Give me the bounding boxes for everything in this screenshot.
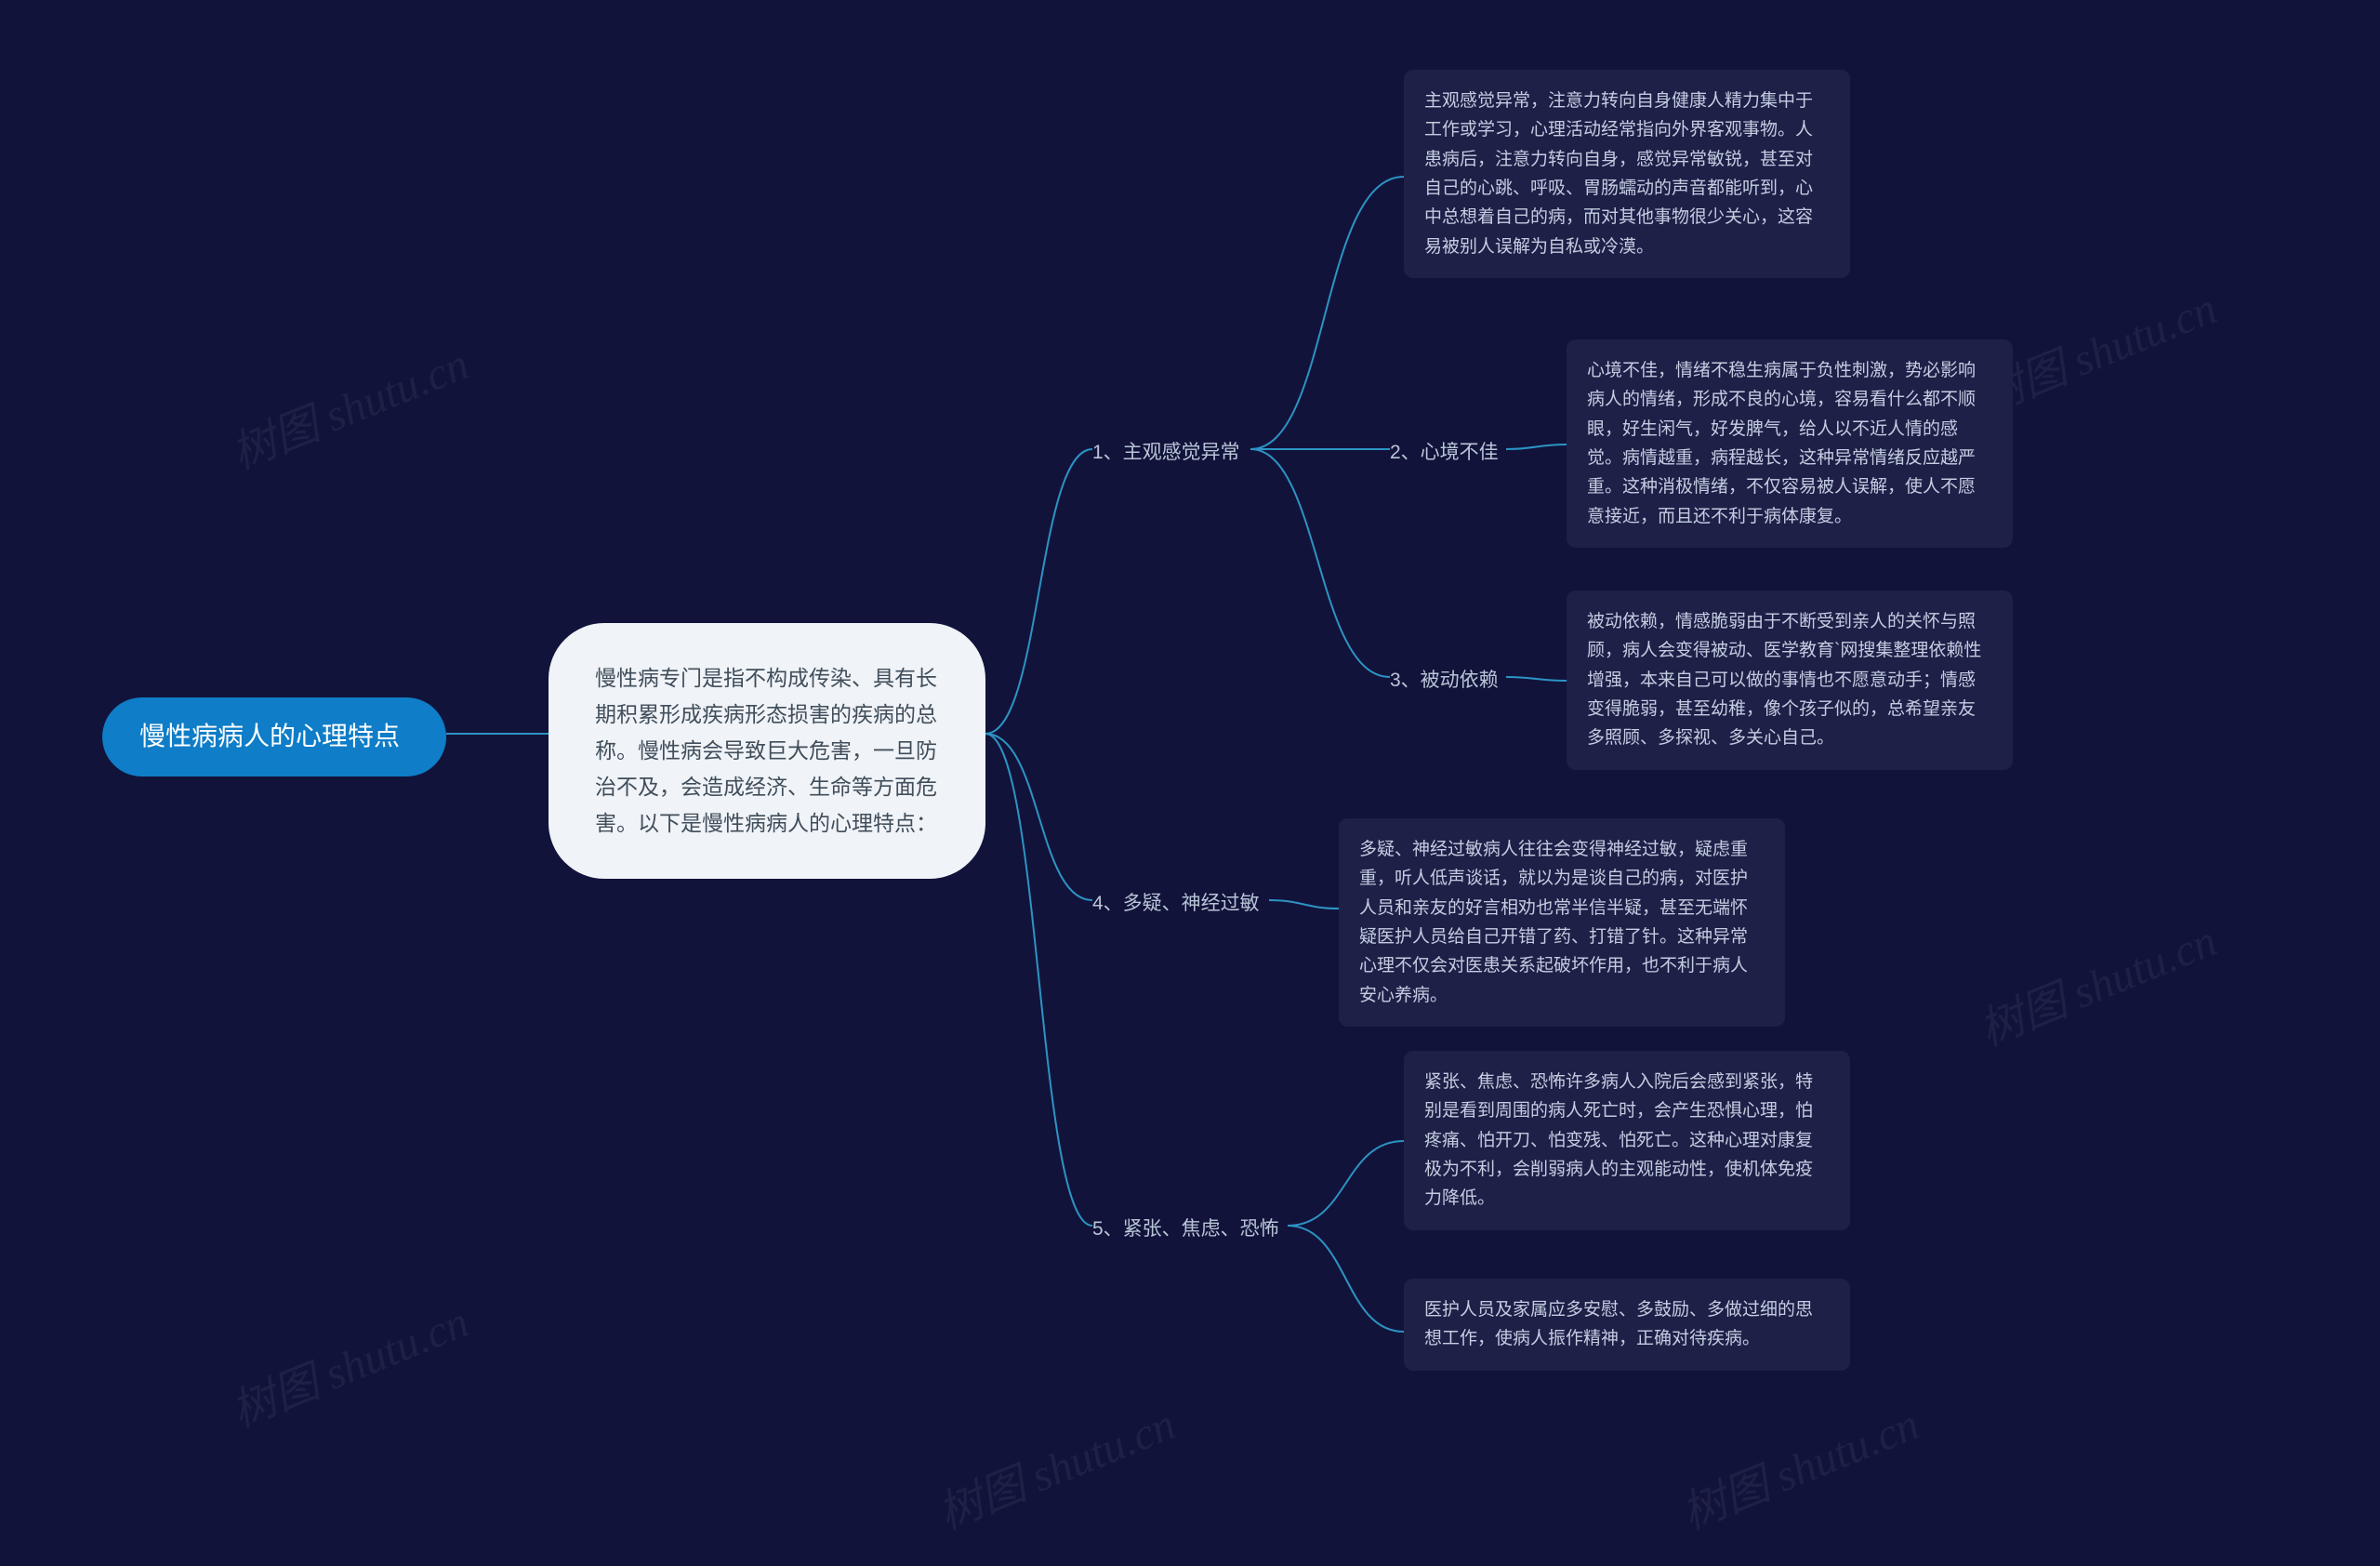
branch-4-desc[interactable]: 多疑、神经过敏病人往往会变得神经过敏，疑虑重重，听人低声谈话，就以为是谈自己的病… (1339, 818, 1785, 1027)
label-text: 2、心境不佳 (1390, 442, 1499, 463)
branch-5-child-1-desc[interactable]: 紧张、焦虑、恐怖许多病人入院后会感到紧张，特别是看到周围的病人死亡时，会产生恐惧… (1404, 1051, 1850, 1230)
intro-text: 慢性病专门是指不构成传染、具有长期积累形成疾病形态损害的疾病的总称。慢性病会导致… (595, 666, 937, 835)
watermark: 树图 shutu.cn (220, 327, 477, 482)
branch-1-label-text: 1、主观感觉异常 (1092, 442, 1240, 463)
branch-1-child-3-label[interactable]: 3、被动依赖 (1390, 665, 1499, 697)
root-text: 慢性病病人的心理特点 (139, 722, 400, 750)
label-text: 5、紧张、焦虑、恐怖 (1092, 1218, 1279, 1240)
branch-1-child-3-desc[interactable]: 被动依赖，情感脆弱由于不断受到亲人的关怀与照顾，病人会变得被动、医学教育`网搜集… (1567, 591, 2013, 770)
connector-layer (0, 0, 2380, 1566)
mindmap-root[interactable]: 慢性病病人的心理特点 (102, 697, 446, 776)
watermark: 树图 shutu.cn (1968, 904, 2225, 1058)
watermark: 树图 shutu.cn (220, 1285, 477, 1440)
mindmap-intro[interactable]: 慢性病专门是指不构成传染、具有长期积累形成疾病形态损害的疾病的总称。慢性病会导致… (549, 623, 985, 879)
desc-text: 医护人员及家属应多安慰、多鼓励、多做过细的思想工作，使病人振作精神，正确对待疾病… (1424, 1300, 1813, 1348)
branch-1-child-1-desc[interactable]: 主观感觉异常，注意力转向自身健康人精力集中于工作或学习，心理活动经常指向外界客观… (1404, 70, 1850, 278)
branch-5-label[interactable]: 5、紧张、焦虑、恐怖 (1092, 1214, 1279, 1245)
desc-text: 多疑、神经过敏病人往往会变得神经过敏，疑虑重重，听人低声谈话，就以为是谈自己的病… (1359, 840, 1748, 1005)
branch-1-label[interactable]: 1、主观感觉异常 (1092, 437, 1240, 469)
desc-text: 主观感觉异常，注意力转向自身健康人精力集中于工作或学习，心理活动经常指向外界客观… (1424, 91, 1813, 257)
branch-5-child-2-desc[interactable]: 医护人员及家属应多安慰、多鼓励、多做过细的思想工作，使病人振作精神，正确对待疾病… (1404, 1279, 1850, 1371)
watermark: 树图 shutu.cn (1671, 1387, 1927, 1542)
watermark: 树图 shutu.cn (927, 1387, 1183, 1542)
branch-1-child-2-desc[interactable]: 心境不佳，情绪不稳生病属于负性刺激，势必影响病人的情绪，形成不良的心境，容易看什… (1567, 339, 2013, 548)
desc-text: 紧张、焦虑、恐怖许多病人入院后会感到紧张，特别是看到周围的病人死亡时，会产生恐惧… (1424, 1072, 1813, 1208)
label-text: 3、被动依赖 (1390, 670, 1499, 691)
desc-text: 心境不佳，情绪不稳生病属于负性刺激，势必影响病人的情绪，形成不良的心境，容易看什… (1587, 361, 1976, 526)
label-text: 4、多疑、神经过敏 (1092, 893, 1260, 914)
branch-1-child-2-label[interactable]: 2、心境不佳 (1390, 437, 1499, 469)
desc-text: 被动依赖，情感脆弱由于不断受到亲人的关怀与照顾，病人会变得被动、医学教育`网搜集… (1587, 612, 1981, 748)
branch-4-label[interactable]: 4、多疑、神经过敏 (1092, 888, 1260, 920)
